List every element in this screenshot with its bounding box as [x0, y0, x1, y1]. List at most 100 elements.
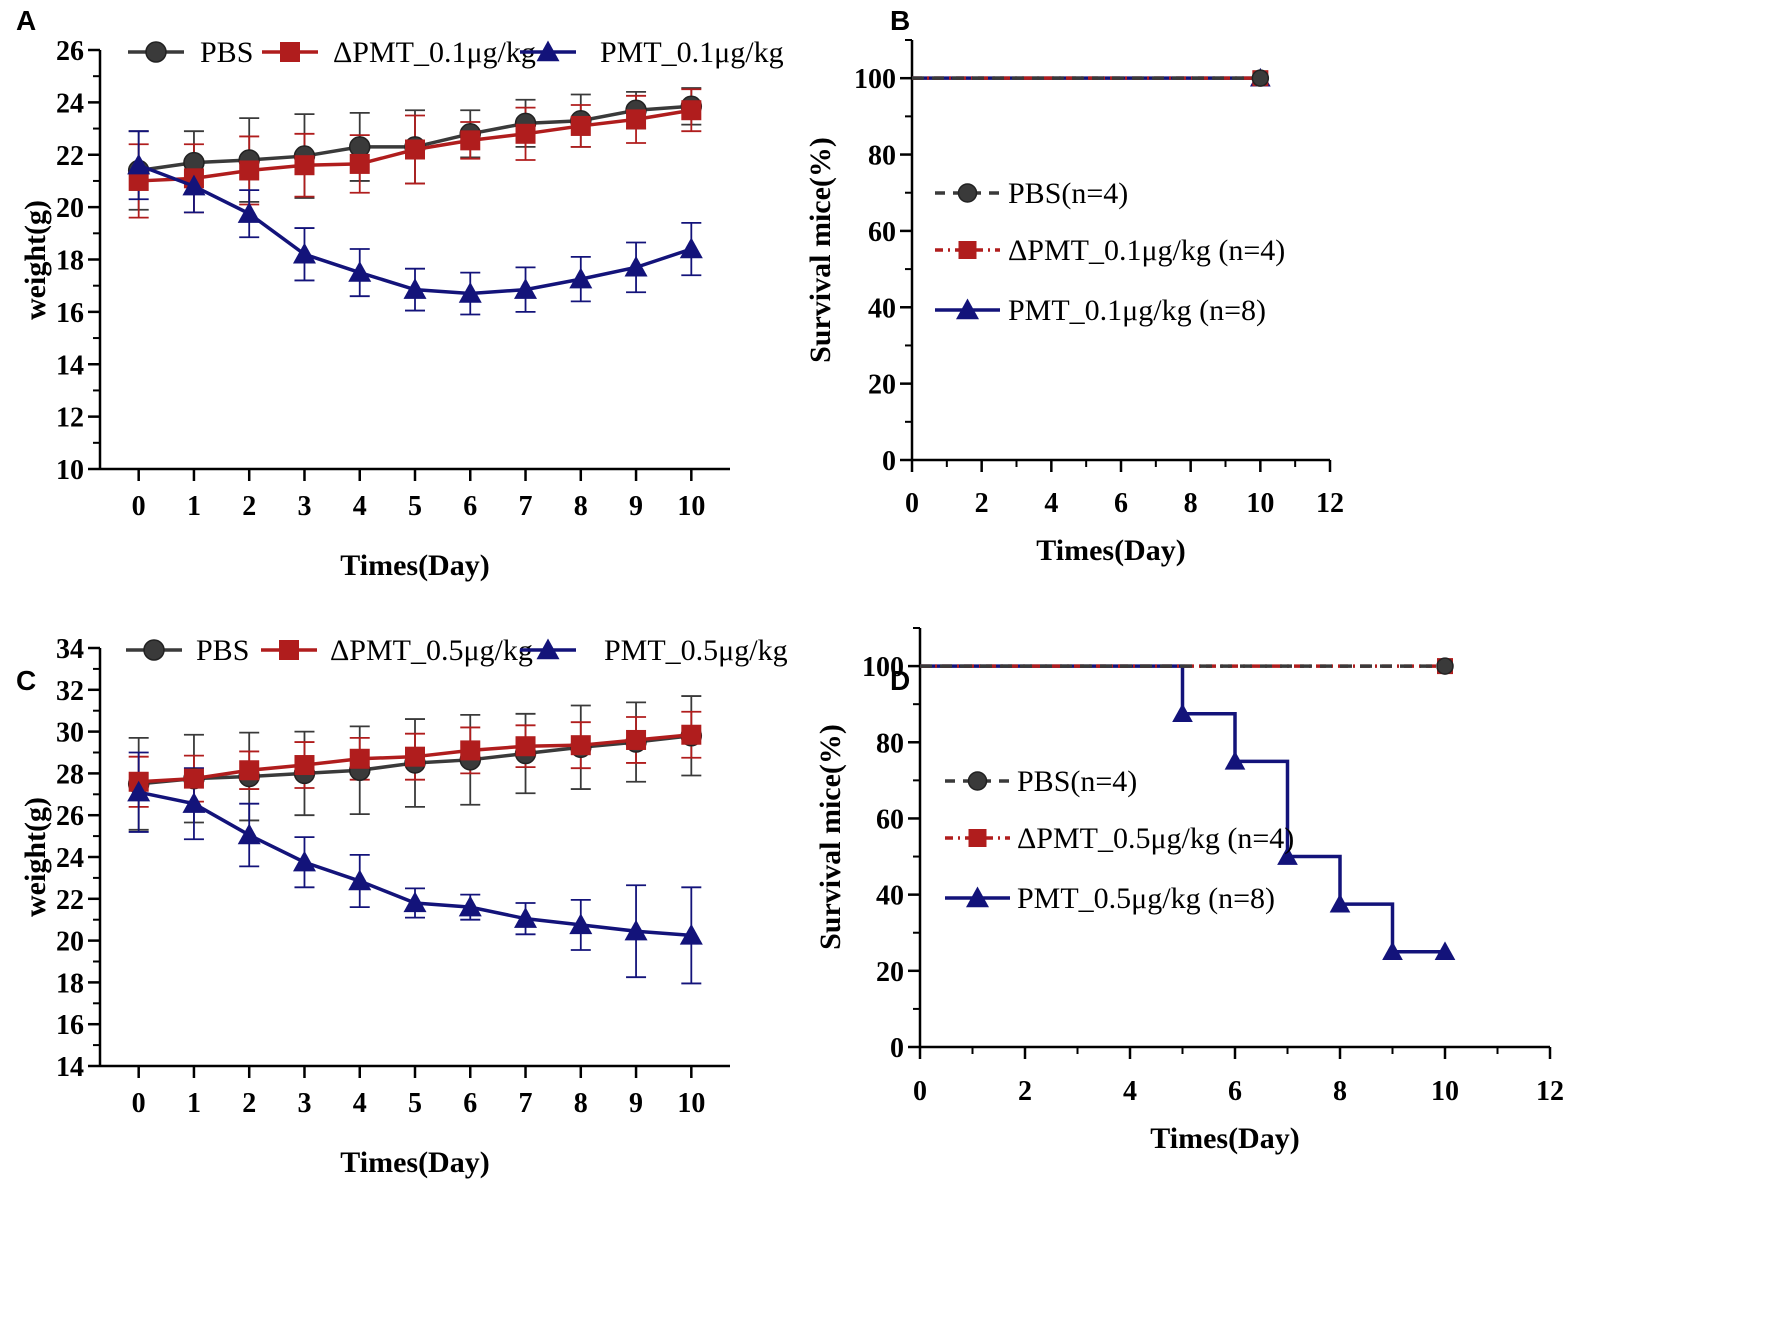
pmt-data-point — [1277, 846, 1298, 865]
legend-label: ΔPMT_0.1μg/kg (n=4) — [1008, 234, 1285, 267]
legend-marker — [966, 886, 989, 908]
panel-b-survival-chart: B 0 20 40 60 80 100 0 2 4 6 8 10 12 Times(Day) Survival… — [804, 5, 1344, 567]
pbs-data-point — [1251, 69, 1270, 87]
pmt-data-point — [458, 895, 482, 917]
legend-label: PMT_0.1μg/kg — [600, 36, 784, 69]
dpmt-data-point — [681, 100, 702, 121]
legend-marker — [145, 41, 167, 63]
y-tick-label: 26 — [56, 801, 84, 832]
x-axis-title: Times(Day) — [1036, 534, 1185, 567]
y-axis-title: weight(g) — [19, 797, 52, 917]
y-axis-title: Survival mice(%) — [814, 724, 847, 950]
x-tick-label: 5 — [408, 491, 422, 522]
pmt-data-point — [624, 255, 648, 277]
x-tick-label: 12 — [1536, 1076, 1564, 1107]
legend-label: PBS — [196, 634, 249, 667]
pmt-data-point — [182, 792, 206, 813]
x-tick-label: 5 — [408, 1088, 422, 1119]
y-tick-label: 40 — [868, 293, 896, 324]
y-tick-label: 20 — [56, 193, 84, 224]
legend: PBS(n=4) ΔPMT_0.1μg/kg (n=4) PMT_0.1μg/kg … — [935, 177, 1285, 327]
pmt-data-point — [569, 267, 593, 289]
pmt-data-point — [182, 174, 206, 196]
pmt-data-point — [237, 823, 261, 845]
legend-label: ΔPMT_0.5μg/kg — [330, 634, 533, 667]
pmt-data-point — [237, 202, 261, 223]
dpmt-data-point — [405, 139, 425, 160]
y-tick-label: 18 — [56, 968, 84, 999]
legend-marker — [143, 639, 165, 661]
pmt-data-point — [292, 242, 316, 264]
legend-label: ΔPMT_0.1μg/kg — [333, 36, 536, 69]
x-tick-label: 2 — [1018, 1076, 1032, 1107]
pmt-data-point — [569, 913, 593, 935]
x-tick-label: 2 — [242, 1088, 256, 1119]
x-tick-label: 4 — [1123, 1076, 1137, 1107]
legend-item-pbs: PBS — [126, 634, 249, 667]
y-tick-label: 60 — [868, 217, 896, 248]
x-tick-label: 9 — [629, 1088, 643, 1119]
dpmt-data-point — [239, 160, 260, 181]
x-tick-label: 8 — [1333, 1076, 1347, 1107]
dpmt-data-point — [183, 768, 204, 789]
x-tick-label: 9 — [629, 491, 643, 522]
dpmt-data-point — [570, 735, 591, 756]
x-axis-title: Times(Day) — [1150, 1122, 1299, 1155]
legend-item-pbs: PBS — [128, 36, 253, 69]
x-tick-label: 6 — [463, 491, 477, 522]
panel-d-survival-chart: D 0 20 40 60 80 100 0 2 4 6 8 10 12 Times(Day) Survival… — [814, 627, 1564, 1155]
y-tick-label: 18 — [56, 246, 84, 277]
y-tick-label: 28 — [56, 759, 84, 790]
y-tick-label: 16 — [56, 1010, 84, 1041]
legend-label: PMT_0.5μg/kg — [604, 634, 788, 667]
legend: PBS ΔPMT_0.1μg/kg PMT_0.1μg/kg — [128, 36, 784, 69]
y-axis-title: Survival mice(%) — [804, 137, 837, 363]
pmt-data-point — [1434, 941, 1456, 961]
y-tick-label: 10 — [56, 455, 84, 486]
x-tick-label: 8 — [574, 1088, 588, 1119]
legend: PBS ΔPMT_0.5μg/kg PMT_0.5μg/kg — [126, 634, 788, 667]
y-tick-label: 80 — [868, 141, 896, 172]
dpmt-data-point — [349, 748, 370, 769]
dpmt-data-point — [239, 760, 260, 781]
y-tick-label: 100 — [862, 652, 904, 683]
legend-marker — [536, 638, 560, 660]
x-tick-label: 12 — [1316, 488, 1344, 519]
dpmt-data-point — [515, 123, 536, 144]
x-axis-title: Times(Day) — [340, 549, 489, 582]
dpmt-data-point — [349, 153, 370, 174]
pbs-data-point — [348, 136, 371, 158]
x-tick-label: 6 — [463, 1088, 477, 1119]
legend-item-pmt: PMT_0.1μg/kg (n=8) — [935, 294, 1266, 327]
pmt-data-point — [514, 278, 538, 299]
panel-letter: D — [890, 665, 910, 696]
pmt-data-point — [292, 850, 316, 872]
y-tick-label: 16 — [56, 298, 84, 329]
dpmt-data-point — [515, 736, 536, 757]
y-tick-label: 0 — [890, 1033, 904, 1064]
y-tick-label: 34 — [56, 634, 84, 665]
x-tick-label: 0 — [913, 1076, 927, 1107]
panel-letter: C — [16, 665, 36, 696]
pmt-data-point — [679, 237, 703, 259]
legend: PBS(n=4) ΔPMT_0.5μg/kg (n=4) PMT_0.5μg/kg … — [945, 765, 1294, 915]
legend-label: PBS(n=4) — [1017, 765, 1137, 798]
y-tick-label: 20 — [56, 927, 84, 958]
dpmt-data-point — [570, 115, 591, 136]
legend-item-dpmt: ΔPMT_0.5μg/kg — [261, 634, 533, 667]
legend-label: PBS(n=4) — [1008, 177, 1128, 210]
x-tick-label: 4 — [353, 1088, 367, 1119]
x-tick-label: 7 — [519, 491, 533, 522]
legend-item-pmt: PMT_0.5μg/kg (n=8) — [945, 882, 1275, 915]
x-tick-label: 7 — [519, 1088, 533, 1119]
x-tick-label: 0 — [905, 488, 919, 519]
panel-letter: B — [890, 5, 910, 36]
x-tick-label: 0 — [132, 1088, 146, 1119]
pmt-data-point — [679, 923, 703, 945]
panel-letter: A — [16, 5, 36, 36]
dpmt-data-point — [128, 170, 149, 191]
legend-item-pbs: PBS(n=4) — [945, 765, 1137, 798]
dpmt-data-point — [626, 729, 647, 750]
y-tick-label: 12 — [56, 403, 84, 434]
